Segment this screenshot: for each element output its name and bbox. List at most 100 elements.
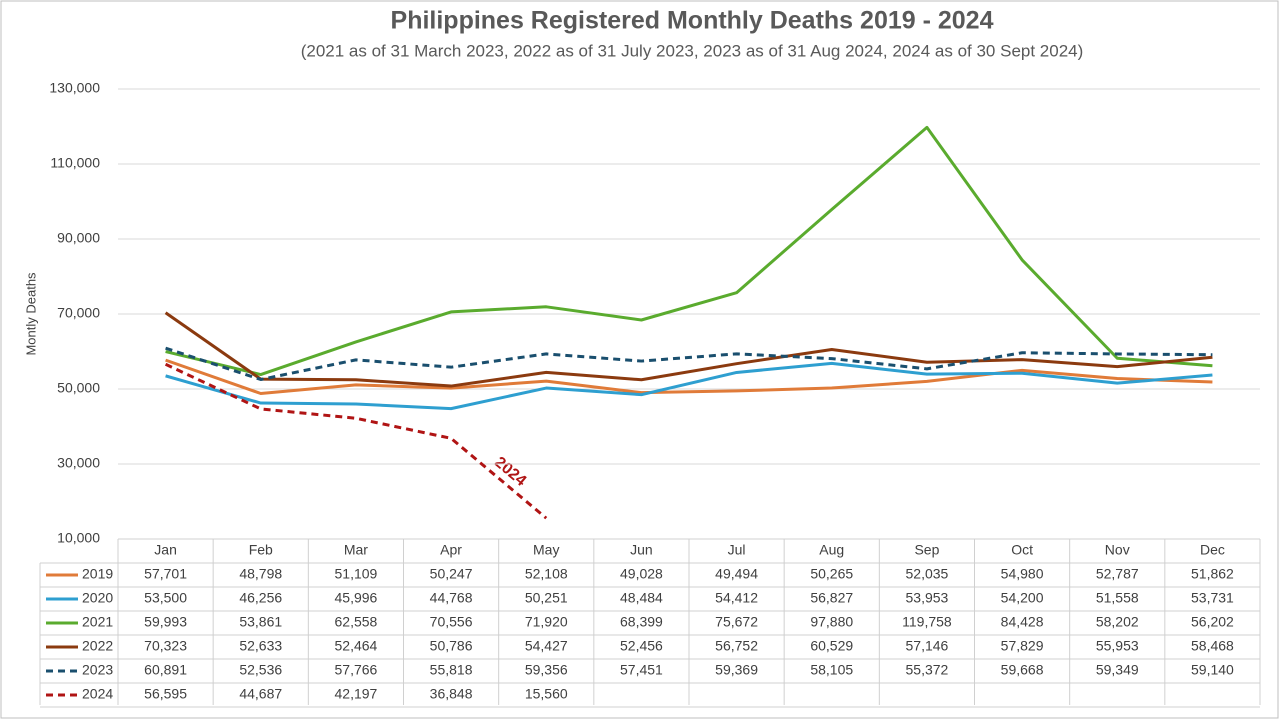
table-value: 53,500 [144, 590, 187, 606]
table-value: 50,786 [430, 638, 473, 654]
x-tick-label: Jan [154, 542, 177, 558]
x-tick-label: Nov [1105, 542, 1130, 558]
x-tick-label: Apr [440, 542, 462, 558]
table-value: 119,758 [902, 614, 952, 630]
x-tick-label: Jun [630, 542, 653, 558]
table-value: 56,595 [144, 686, 187, 702]
table-value: 52,787 [1096, 566, 1139, 582]
table-value: 48,484 [620, 590, 663, 606]
table-value: 52,456 [620, 638, 663, 654]
series-line [165, 346, 1213, 381]
y-tick-label: 70,000 [57, 305, 100, 321]
legend-label: 2020 [82, 590, 113, 606]
table-value: 59,140 [1191, 662, 1234, 678]
table-value: 48,798 [239, 566, 282, 582]
legend-label: 2022 [82, 638, 113, 654]
series-line [165, 361, 1213, 411]
legend-label: 2021 [82, 614, 113, 630]
table-value: 49,494 [715, 566, 758, 582]
table-value: 52,536 [239, 662, 282, 678]
table-value: 59,349 [1096, 662, 1139, 678]
table-value: 56,752 [715, 638, 758, 654]
series-line [164, 362, 548, 520]
table-value: 54,427 [525, 638, 568, 654]
table-value: 44,768 [430, 590, 473, 606]
table-value: 59,356 [525, 662, 568, 678]
table-value: 42,197 [335, 686, 378, 702]
table-value: 53,953 [906, 590, 949, 606]
table-value: 45,996 [335, 590, 378, 606]
table-value: 50,251 [525, 590, 568, 606]
table-value: 71,920 [525, 614, 568, 630]
table-value: 52,464 [335, 638, 378, 654]
table-value: 51,862 [1191, 566, 1234, 582]
table-value: 56,202 [1191, 614, 1234, 630]
y-tick-label: 10,000 [57, 530, 100, 546]
table-value: 54,412 [715, 590, 758, 606]
table-value: 55,818 [430, 662, 473, 678]
y-tick-label: 50,000 [57, 380, 100, 396]
table-value: 54,980 [1001, 566, 1044, 582]
series-line [165, 358, 1213, 396]
table-value: 58,202 [1096, 614, 1139, 630]
legend-label: 2023 [82, 662, 113, 678]
table-value: 58,468 [1191, 638, 1234, 654]
table-value: 59,369 [715, 662, 758, 678]
y-tick-label: 110,000 [50, 155, 100, 171]
table-value: 70,556 [430, 614, 473, 630]
y-tick-label: 30,000 [57, 455, 100, 471]
table-value: 15,560 [525, 686, 568, 702]
x-tick-label: Jul [728, 542, 746, 558]
table-value: 52,633 [239, 638, 282, 654]
table-value: 49,028 [620, 566, 663, 582]
x-tick-label: Oct [1011, 542, 1033, 558]
table-value: 46,256 [239, 590, 282, 606]
series-line [165, 125, 1213, 377]
chart-title: Philippines Registered Monthly Deaths 20… [391, 7, 994, 35]
table-value: 60,529 [810, 638, 853, 654]
y-tick-label: 90,000 [57, 230, 100, 246]
table-value: 56,827 [810, 590, 853, 606]
table-value: 53,861 [239, 614, 282, 630]
y-axis-label: Montly Deaths [23, 272, 38, 356]
table-value: 62,558 [335, 614, 378, 630]
x-tick-label: Mar [344, 542, 368, 558]
table-value: 57,146 [906, 638, 949, 654]
table-value: 97,880 [810, 614, 853, 630]
table-value: 59,993 [144, 614, 187, 630]
table-value: 54,200 [1001, 590, 1044, 606]
table-value: 59,668 [1001, 662, 1044, 678]
table-value: 51,558 [1096, 590, 1139, 606]
table-value: 51,109 [335, 566, 378, 582]
table-value: 55,953 [1096, 638, 1139, 654]
table-value: 75,672 [715, 614, 758, 630]
series-line [164, 311, 1213, 388]
table-value: 58,105 [810, 662, 853, 678]
table-value: 57,451 [620, 662, 663, 678]
x-tick-label: Aug [819, 542, 844, 558]
table-value: 60,891 [144, 662, 187, 678]
table-value: 57,829 [1001, 638, 1044, 654]
table-value: 68,399 [620, 614, 663, 630]
table-value: 50,247 [430, 566, 473, 582]
x-tick-label: Sep [914, 542, 939, 558]
table-value: 84,428 [1001, 614, 1044, 630]
table-value: 55,372 [906, 662, 949, 678]
y-tick-label: 130,000 [49, 80, 100, 96]
table-value: 36,848 [430, 686, 473, 702]
chart-subtitle: (2021 as of 31 March 2023, 2022 as of 31… [301, 41, 1084, 60]
table-value: 57,766 [335, 662, 378, 678]
x-tick-label: Dec [1200, 542, 1225, 558]
legend-label: 2024 [82, 686, 113, 702]
table-value: 53,731 [1191, 590, 1234, 606]
table-value: 52,035 [906, 566, 949, 582]
table-value: 52,108 [525, 566, 568, 582]
legend-label: 2019 [82, 566, 113, 582]
table-value: 70,323 [144, 638, 187, 654]
table-value: 57,701 [144, 566, 187, 582]
table-value: 50,265 [810, 566, 853, 582]
x-tick-label: May [533, 542, 559, 558]
x-tick-label: Feb [249, 542, 273, 558]
table-value: 44,687 [239, 686, 282, 702]
